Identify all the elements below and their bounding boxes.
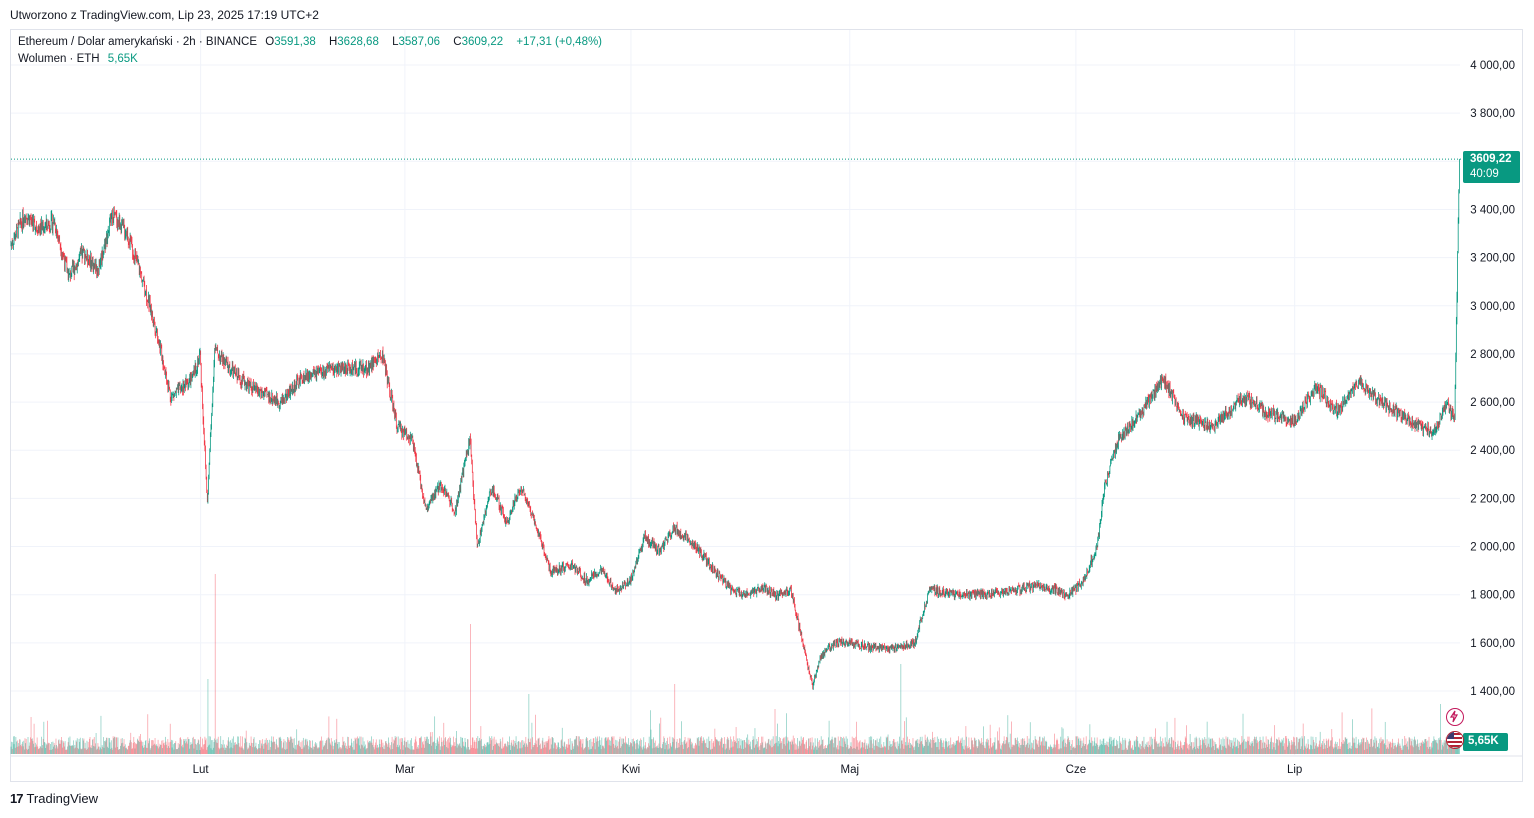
footer: 17 TradingView: [10, 791, 98, 806]
y-tick-label: 2 400,00: [1470, 445, 1515, 457]
y-tick-label: 2 000,00: [1470, 542, 1515, 554]
legend-row-price: Ethereum / Dolar amerykański · 2h · BINA…: [18, 36, 607, 48]
time-axis: Lut Mar Kwi Maj Cze Lip: [11, 755, 1522, 776]
low-label: L: [392, 36, 399, 48]
low-value: 3587,06: [398, 36, 441, 48]
lightning-icon[interactable]: [1446, 708, 1464, 726]
x-tick-label: Mar: [395, 764, 415, 776]
x-tick-label: Cze: [1066, 764, 1086, 776]
x-tick-label: Lip: [1287, 764, 1302, 776]
y-tick-label: 1 600,00: [1470, 638, 1515, 650]
y-tick-label: 1 400,00: [1470, 686, 1515, 698]
change-value: +17,31 (+0,48%): [516, 36, 603, 48]
symbol-label[interactable]: Ethereum / Dolar amerykański · 2h · BINA…: [18, 36, 258, 48]
created-with-text: Utworzono z TradingView.com, Lip 23, 202…: [10, 8, 319, 22]
last-price-badge: 3609,22 40:09: [1463, 151, 1520, 183]
close-value: 3609,22: [461, 36, 504, 48]
y-tick-label: 3 400,00: [1470, 204, 1515, 216]
bar-countdown: 40:09: [1470, 168, 1499, 180]
x-tick-label: Lut: [193, 764, 210, 776]
brand-name[interactable]: TradingView: [26, 791, 99, 806]
volume-layer: [10, 574, 1460, 754]
x-tick-label: Maj: [841, 764, 860, 776]
grid-layer: [11, 30, 1460, 755]
high-label: H: [328, 36, 338, 48]
y-tick-label: 3 000,00: [1470, 301, 1515, 313]
close-label: C: [453, 36, 462, 48]
x-tick-label: Kwi: [622, 764, 641, 776]
y-tick-label: 3 800,00: [1470, 108, 1515, 120]
volume-badge: 5,65K: [1463, 733, 1508, 751]
volume-value: 5,65K: [107, 53, 138, 65]
y-tick-label: 2 600,00: [1470, 397, 1515, 409]
y-tick-label: 2 800,00: [1470, 349, 1515, 361]
price-axis: 1 400,00 1 600,00 1 800,00 2 000,00 2 200,00…: [1470, 60, 1515, 698]
open-label: O: [265, 36, 275, 48]
last-price-value: 3609,22: [1470, 153, 1512, 165]
top-bar: Utworzono z TradingView.com, Lip 23, 202…: [0, 0, 1534, 28]
us-flag-icon[interactable]: [1446, 731, 1464, 749]
candle-layer: [10, 158, 1460, 690]
y-tick-label: 3 200,00: [1470, 253, 1515, 265]
y-tick-label: 4 000,00: [1470, 60, 1515, 72]
legend-row-volume: Wolumen · ETH 5,65K: [18, 53, 143, 65]
y-tick-label: 1 800,00: [1470, 590, 1515, 602]
chart-frame: [10, 29, 1523, 782]
volume-label[interactable]: Wolumen · ETH: [18, 53, 100, 65]
y-tick-label: 2 200,00: [1470, 493, 1515, 505]
tradingview-logo-icon[interactable]: 17: [10, 791, 24, 806]
high-value: 3628,68: [337, 36, 379, 48]
open-value: 3591,38: [274, 36, 316, 48]
